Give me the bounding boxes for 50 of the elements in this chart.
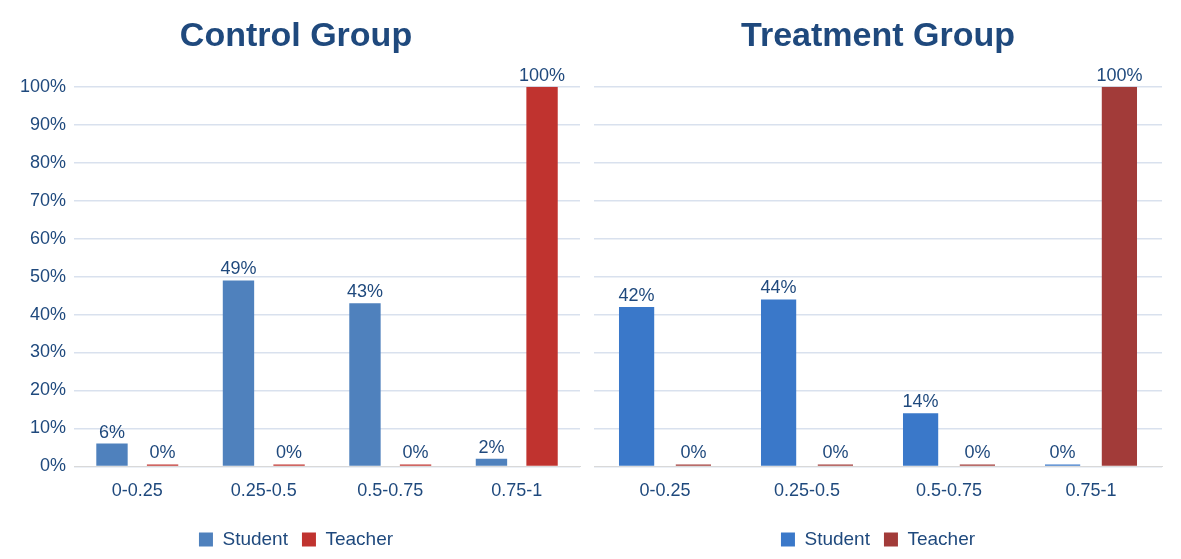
data-label: 44% xyxy=(760,277,797,298)
x-tick-label: 0.25-0.5 xyxy=(230,480,297,501)
bar xyxy=(222,280,255,466)
bar xyxy=(618,306,655,466)
bar xyxy=(1101,86,1138,466)
bar xyxy=(96,443,128,466)
y-tick-label: 20% xyxy=(30,379,67,400)
chart-title: Treatment Group xyxy=(741,14,1015,53)
y-tick-label: 90% xyxy=(30,113,67,134)
data-label: 0% xyxy=(149,442,176,463)
data-label: 49% xyxy=(220,258,257,279)
data-label: 42% xyxy=(618,284,655,305)
data-label: 2% xyxy=(478,436,505,457)
data-label: 0% xyxy=(276,442,303,463)
legend-label: Student xyxy=(804,527,871,549)
y-tick-label: 50% xyxy=(30,265,67,286)
data-label: 43% xyxy=(346,281,383,302)
bar xyxy=(475,458,508,466)
data-label: 6% xyxy=(98,421,125,442)
y-tick-label: 100% xyxy=(19,75,67,96)
legend-label: Student xyxy=(222,527,289,549)
bar xyxy=(902,413,939,466)
x-tick-label: 0.5-0.75 xyxy=(357,480,424,501)
data-label: 0% xyxy=(1049,442,1076,463)
x-tick-label: 0-0.25 xyxy=(639,480,691,501)
data-label: 100% xyxy=(519,64,566,85)
y-tick-label: 10% xyxy=(30,417,67,438)
y-tick-label: 30% xyxy=(30,341,67,362)
y-tick-label: 80% xyxy=(30,151,67,172)
x-tick-label: 0-0.25 xyxy=(111,480,163,501)
x-tick-label: 0.75-1 xyxy=(1065,480,1117,501)
data-label: 0% xyxy=(402,442,429,463)
data-label: 0% xyxy=(680,442,707,463)
data-label: 0% xyxy=(964,442,991,463)
y-tick-label: 0% xyxy=(40,455,67,476)
bar xyxy=(526,86,558,466)
y-tick-label: 40% xyxy=(30,303,67,324)
chart-title: Control Group xyxy=(179,14,413,53)
bar xyxy=(760,299,797,466)
bar xyxy=(349,303,381,466)
legend-label: Teacher xyxy=(325,527,394,549)
x-tick-label: 0.75-1 xyxy=(491,480,543,501)
x-tick-label: 0.5-0.75 xyxy=(915,480,983,501)
x-tick-label: 0.25-0.5 xyxy=(773,480,841,501)
data-label: 0% xyxy=(822,442,849,463)
data-label: 100% xyxy=(1096,64,1143,85)
data-label: 14% xyxy=(902,391,939,412)
y-tick-label: 70% xyxy=(30,189,67,210)
legend-label: Teacher xyxy=(907,527,976,549)
y-tick-label: 60% xyxy=(30,227,67,248)
